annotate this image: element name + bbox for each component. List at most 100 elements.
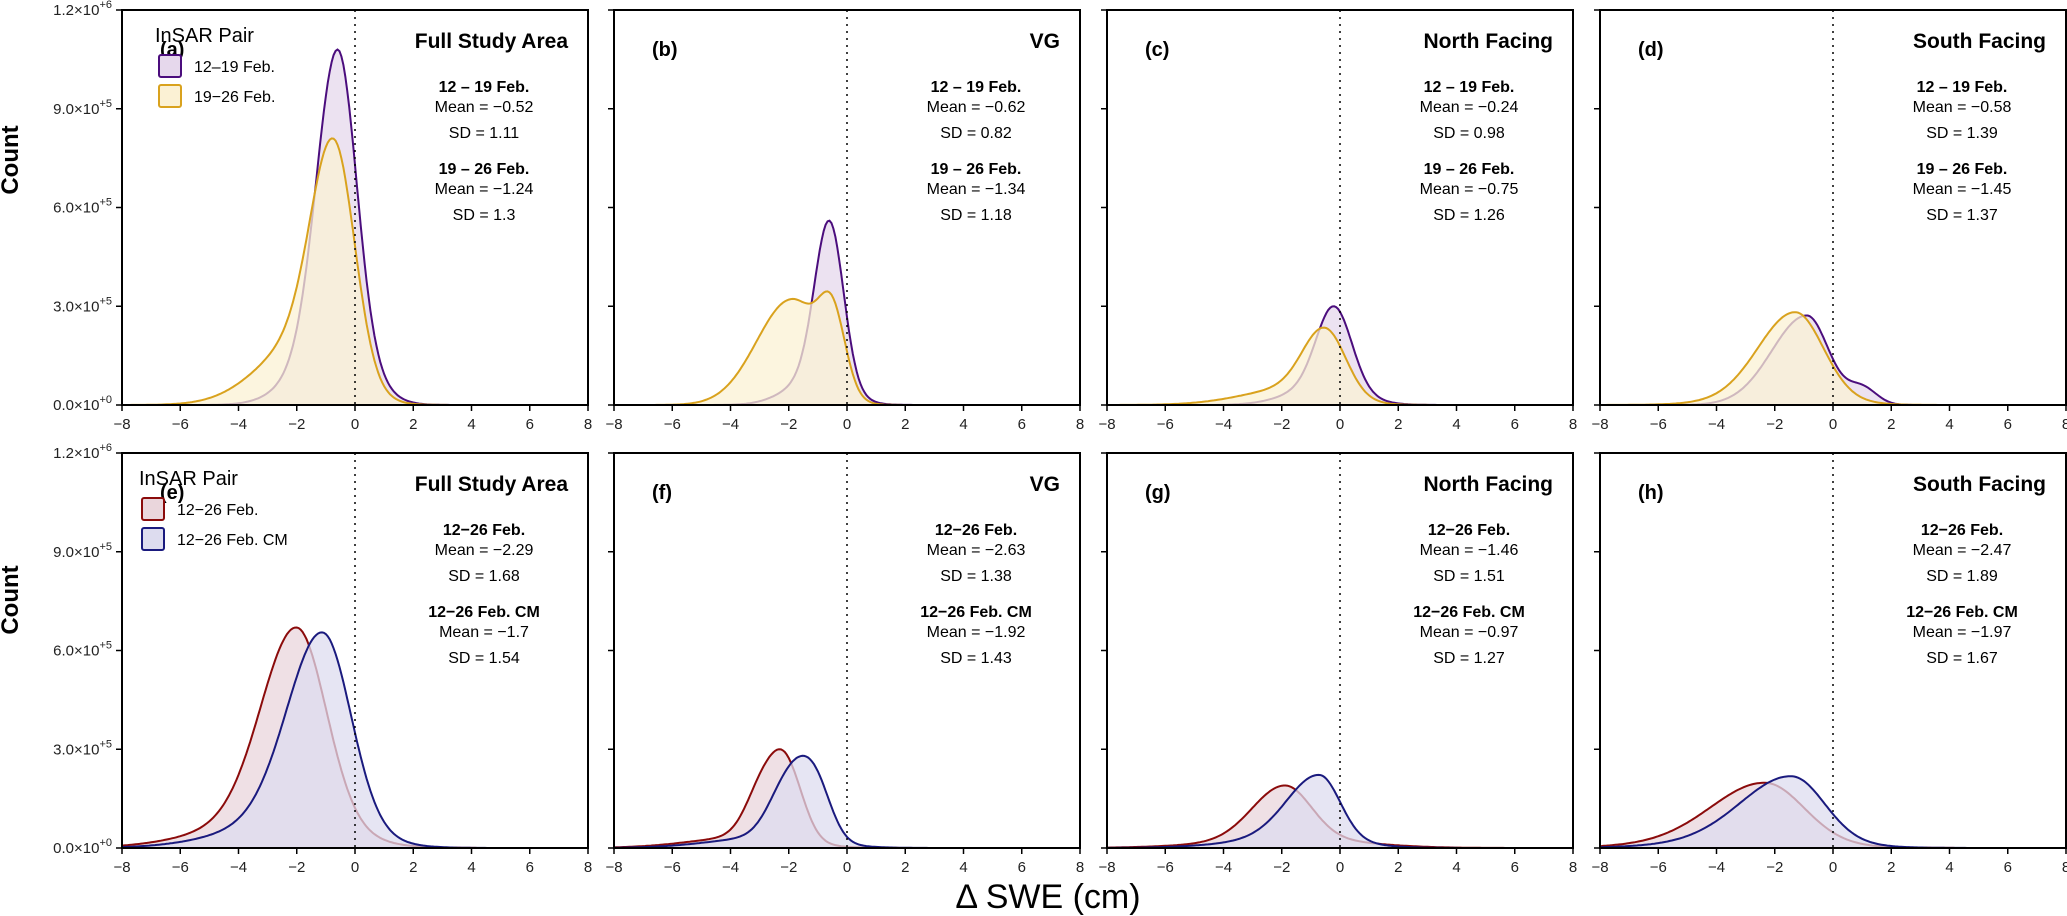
x-tick-label: 6: [526, 859, 534, 876]
legend-label: 12−26 Feb. CM: [177, 532, 288, 549]
stat-mean: Mean = −1.7: [439, 624, 529, 641]
x-tick-label: 8: [1569, 416, 1577, 433]
stat-mean: Mean = −1.92: [927, 624, 1026, 641]
panel-title: VG: [1030, 30, 1060, 53]
x-tick-label: −6: [1157, 859, 1174, 876]
panel-title: Full Study Area: [415, 30, 569, 53]
x-tick-label: 6: [1511, 416, 1519, 433]
panel-f: −8 −6 −4 −2 0 2 4 6 8 (f) VG 12−26 Feb. Mean = −2.63…: [605, 452, 1084, 876]
legend-swatch: [158, 54, 182, 78]
density-fill-1: [122, 627, 588, 848]
panel-h: −8 −6 −4 −2 0 2 4 6 8 (h) South Facing 12−26 Feb. Me…: [1591, 452, 2067, 876]
legend-label: 12−26 Feb.: [177, 502, 258, 519]
x-tick-label: −8: [113, 859, 130, 876]
stat-mean: Mean = −0.58: [1913, 99, 2012, 116]
x-tick-label: 2: [409, 859, 417, 876]
panel-a: −8 −6 −4 −2 0 2 4 6 8 0.0×10+0 3.0×10+5 6.0×10+5 9.0…: [53, 0, 592, 433]
x-tick-label: 4: [1452, 416, 1460, 433]
x-tick-label: −2: [1766, 416, 1783, 433]
x-tick-label: −4: [722, 859, 739, 876]
x-tick-label: −2: [1766, 859, 1783, 876]
panel-g: −8 −6 −4 −2 0 2 4 6 8 (g) North Facing 12−26 Feb. Me…: [1098, 452, 1577, 876]
legend-label: 19−26 Feb.: [194, 89, 275, 106]
x-tick-label: −8: [113, 416, 130, 433]
y-tick-label: 9.0×10+5: [53, 98, 112, 118]
x-tick-label: −8: [605, 859, 622, 876]
x-tick-label: 4: [1945, 859, 1953, 876]
stat-sd: SD = 1.68: [448, 568, 520, 585]
stat-sd: SD = 1.89: [1926, 568, 1998, 585]
panel-letter: (d): [1638, 39, 1664, 61]
x-tick-label: −2: [780, 416, 797, 433]
stat-mean: Mean = −1.34: [927, 181, 1026, 198]
x-tick-label: 0: [1336, 416, 1344, 433]
x-tick-label: 0: [843, 859, 851, 876]
stat-sd: SD = 1.27: [1433, 650, 1505, 667]
x-tick-label: 6: [1511, 859, 1519, 876]
x-tick-label: −2: [288, 859, 305, 876]
panel-title: North Facing: [1424, 473, 1554, 496]
x-tick-label: −6: [664, 859, 681, 876]
stat-heading: 12 – 19 Feb.: [1917, 79, 2008, 96]
stat-sd: SD = 1.37: [1926, 207, 1998, 224]
x-tick-label: −2: [1273, 859, 1290, 876]
x-tick-label: −4: [1215, 859, 1232, 876]
x-tick-label: 0: [351, 859, 359, 876]
stat-mean: Mean = −1.24: [435, 181, 534, 198]
stat-heading: 12−26 Feb. CM: [1413, 604, 1525, 621]
x-tick-label: 4: [959, 416, 967, 433]
x-tick-label: 2: [1887, 416, 1895, 433]
x-tick-label: 6: [1018, 416, 1026, 433]
x-tick-label: 0: [1829, 859, 1837, 876]
legend: InSAR Pair 12−26 Feb. 12−26 Feb. CM: [139, 468, 288, 551]
y-tick-label: 9.0×10+5: [53, 541, 112, 561]
stat-heading: 12−26 Feb.: [1428, 522, 1510, 539]
stat-sd: SD = 1.11: [449, 125, 520, 142]
stat-heading: 19 – 26 Feb.: [1917, 161, 2008, 178]
x-tick-label: −4: [230, 859, 247, 876]
density-fill-2: [1600, 776, 2066, 848]
y-axis-title-bottom: Count: [0, 565, 24, 634]
y-tick-label: 3.0×10+5: [53, 295, 112, 315]
x-tick-label: 4: [467, 859, 475, 876]
x-tick-label: 2: [901, 859, 909, 876]
stat-heading: 12−26 Feb. CM: [920, 604, 1032, 621]
y-axis-title-top: Count: [0, 125, 24, 194]
stat-heading: 12−26 Feb. CM: [428, 604, 540, 621]
stat-sd: SD = 1.3: [453, 207, 516, 224]
x-tick-label: 2: [409, 416, 417, 433]
panel-title: VG: [1030, 473, 1060, 496]
stat-mean: Mean = −0.97: [1420, 624, 1519, 641]
panel-letter: (e): [160, 482, 184, 504]
x-tick-label: −8: [1591, 859, 1608, 876]
x-tick-label: −4: [1215, 416, 1232, 433]
y-tick-label: 1.2×10+6: [53, 442, 112, 462]
x-tick-label: 0: [351, 416, 359, 433]
x-tick-label: −8: [1591, 416, 1608, 433]
x-tick-label: 8: [1076, 859, 1084, 876]
x-tick-label: −6: [1157, 416, 1174, 433]
stat-sd: SD = 1.51: [1433, 568, 1505, 585]
x-tick-label: −6: [172, 859, 189, 876]
stat-sd: SD = 1.38: [940, 568, 1012, 585]
panel-b: −8 −6 −4 −2 0 2 4 6 8 (b) VG 12 – 19 Feb. Mean = −0.…: [605, 9, 1084, 433]
panel-letter: (c): [1145, 39, 1169, 61]
x-tick-label: −4: [722, 416, 739, 433]
y-tick-label: 0.0×10+0: [53, 837, 112, 857]
stat-heading: 12−26 Feb.: [935, 522, 1017, 539]
stat-heading: 19 – 26 Feb.: [931, 161, 1022, 178]
panels-group: −8 −6 −4 −2 0 2 4 6 8 0.0×10+0 3.0×10+5 6.0×10+5 9.0…: [53, 0, 2067, 876]
x-tick-label: −2: [780, 859, 797, 876]
x-tick-label: −8: [1098, 859, 1115, 876]
stat-mean: Mean = −2.47: [1913, 542, 2012, 559]
stat-heading: 19 – 26 Feb.: [439, 161, 530, 178]
x-tick-label: 6: [526, 416, 534, 433]
stat-mean: Mean = −2.63: [927, 542, 1026, 559]
legend-swatch: [158, 84, 182, 108]
x-tick-label: 8: [584, 416, 592, 433]
x-tick-label: 6: [1018, 859, 1026, 876]
stat-sd: SD = 0.82: [940, 125, 1012, 142]
stat-sd: SD = 0.98: [1433, 125, 1505, 142]
stat-heading: 12−26 Feb. CM: [1906, 604, 2018, 621]
